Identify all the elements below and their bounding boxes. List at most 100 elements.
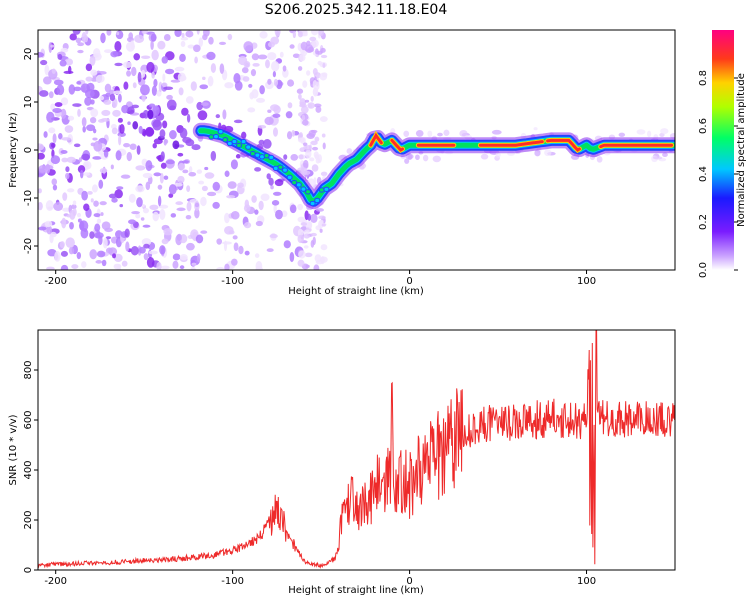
spectrogram-noise-blob — [148, 250, 158, 255]
spectrogram-noise-blob — [322, 142, 326, 150]
spectrogram-noise-blob — [318, 215, 326, 220]
spectrogram-noise-blob — [111, 197, 118, 203]
spectrogram-ridge-blob — [309, 200, 316, 207]
spectrogram-noise-blob — [283, 240, 291, 249]
spectrogram-noise-blob — [53, 79, 64, 86]
spectrogram-noise-blob — [73, 86, 82, 92]
spectrogram-noise-blob — [59, 241, 65, 249]
spectrogram-noise-blob — [233, 119, 243, 124]
spectrogram-noise-blob — [174, 30, 182, 38]
spectrogram-noise-blob — [60, 264, 69, 270]
spectrogram-noise-blob — [219, 63, 225, 74]
spectrogram-noise-blob — [181, 107, 189, 116]
spectrogram-noise-blob — [89, 249, 98, 260]
spectrogram-noise-blob — [109, 93, 116, 102]
spectrogram-noise-blob — [142, 172, 153, 179]
spectrogram-noise-blob — [176, 233, 182, 241]
spectrogram-noise-blob — [44, 220, 53, 228]
spectrogram-noise-blob — [662, 152, 668, 157]
spectrogram-noise-blob — [115, 150, 122, 161]
spectrogram-noise-blob — [121, 260, 128, 267]
spectrogram-noise-blob — [301, 114, 306, 121]
spectrogram-noise-blob — [200, 230, 208, 234]
spectrogram-noise-blob — [162, 73, 166, 82]
spectrogram-noise-blob — [142, 224, 151, 228]
spectrogram-noise-blob — [85, 63, 93, 72]
spectrogram-noise-blob — [273, 203, 277, 214]
spectrogram-ridge-blob — [231, 138, 238, 145]
spectrogram-noise-blob — [158, 204, 169, 209]
spectrogram-noise-blob — [119, 203, 124, 208]
spectrogram-ridge-blob — [277, 164, 284, 170]
spectrogram-noise-blob — [179, 127, 188, 139]
spectrogram-noise-blob — [251, 53, 260, 61]
spectrogram-noise-blob — [135, 165, 146, 171]
spectrogram-noise-blob — [226, 195, 236, 199]
spectrogram-ridge-blob — [300, 186, 307, 192]
spectrogram-noise-blob — [53, 202, 64, 211]
spectrogram-noise-blob — [81, 190, 88, 201]
spectrogram-noise-blob — [160, 162, 167, 169]
spectrogram-noise-blob — [296, 88, 304, 94]
spectrogram-noise-blob — [50, 44, 55, 48]
spectrogram-noise-blob — [77, 165, 86, 174]
spectrogram-noise-blob — [191, 144, 201, 151]
spectrogram-noise-blob — [491, 129, 502, 135]
spectrogram-noise-blob — [151, 85, 157, 96]
spectrogram-noise-blob — [126, 151, 133, 162]
spectrogram-noise-blob — [311, 129, 318, 134]
spectrogram-noise-blob — [152, 119, 162, 131]
spectrogram-noise-blob — [297, 31, 304, 38]
spectrogram-noise-blob — [131, 104, 140, 109]
spectrogram-noise-blob — [251, 89, 259, 99]
spectrogram-ridge-blob — [222, 137, 229, 143]
spectrogram-noise-blob — [100, 212, 104, 216]
spectrogram-noise-blob — [82, 126, 86, 133]
spectrogram-noise-blob — [319, 72, 328, 81]
spectrogram-noise-blob — [151, 71, 155, 79]
spectrogram-noise-blob — [143, 253, 149, 261]
spectrogram-noise-blob — [138, 246, 146, 254]
spectrogram-noise-blob — [127, 121, 131, 125]
spectrogram-noise-blob — [318, 30, 324, 37]
spectrogram-noise-blob — [282, 65, 287, 72]
spectrogram-noise-blob — [52, 108, 62, 113]
spectrogram-noise-blob — [111, 127, 118, 135]
spectrogram-noise-blob — [89, 116, 97, 124]
spectrogram-noise-blob — [147, 109, 154, 120]
spectrogram-noise-blob — [319, 116, 328, 122]
spectrogram-noise-blob — [110, 164, 114, 170]
spectrogram-noise-blob — [186, 201, 192, 212]
spectrogram-noise-blob — [62, 192, 68, 201]
spectrogram-noise-blob — [72, 103, 82, 107]
spectrogram-noise-blob — [164, 139, 169, 144]
spectrogram-noise-blob — [151, 49, 159, 61]
spectrogram-noise-blob — [87, 190, 93, 195]
spectrogram-ridge-blob — [295, 182, 302, 188]
spectrogram-noise-blob — [48, 91, 54, 99]
spectrogram-noise-blob — [310, 95, 314, 102]
spectrogram-noise-blob — [65, 237, 75, 249]
spectrogram-noise-blob — [173, 182, 183, 187]
spectrogram-noise-blob — [143, 243, 150, 249]
spectrogram-noise-blob — [156, 261, 162, 270]
spectrogram-noise-blob — [302, 119, 309, 126]
spectrogram-noise-blob — [312, 236, 316, 246]
spectrogram-noise-blob — [121, 104, 130, 114]
spectrogram-noise-blob — [113, 263, 122, 268]
spectrogram-noise-blob — [65, 166, 70, 173]
spectrogram-noise-blob — [415, 129, 424, 137]
spectrogram-noise-blob — [51, 68, 56, 74]
spectrogram-ytick-label: 10 — [23, 96, 34, 109]
spectrogram-noise-blob — [108, 193, 117, 199]
snr-xtick-label: 100 — [577, 576, 596, 587]
spectrogram-noise-blob — [244, 199, 250, 209]
spectrogram-noise-blob — [202, 76, 206, 81]
spectrogram-noise-blob — [313, 264, 320, 270]
spectrogram-noise-blob — [283, 154, 288, 160]
spectrogram-ridge-blob — [245, 144, 252, 150]
spectrogram-noise-blob — [54, 251, 61, 262]
spectrogram-noise-blob — [68, 84, 76, 95]
spectrogram-noise-blob — [305, 44, 314, 54]
